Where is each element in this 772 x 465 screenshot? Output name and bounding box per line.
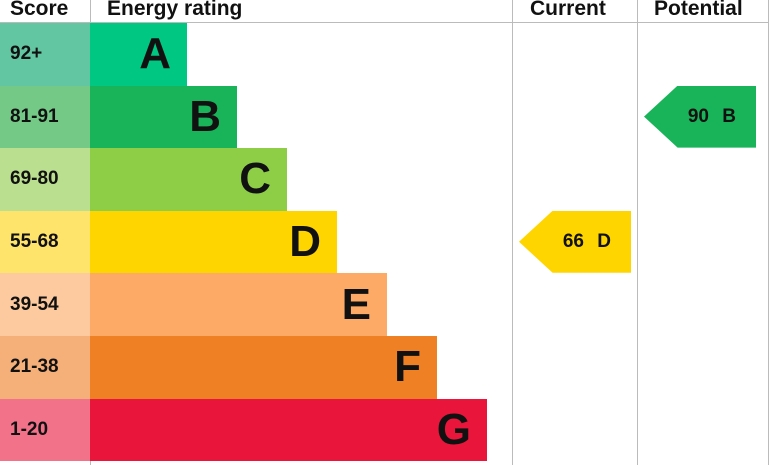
divider bbox=[512, 0, 513, 465]
rating-bar-g: G bbox=[90, 398, 487, 462]
rating-bar-f: F bbox=[90, 336, 437, 399]
score-cell-c: 69-80 bbox=[0, 148, 90, 211]
score-cell-f: 21-38 bbox=[0, 336, 90, 399]
header-divider bbox=[0, 22, 768, 23]
rating-bar-a: A bbox=[90, 23, 187, 86]
score-cell-b: 81-91 bbox=[0, 85, 90, 149]
current-rating-arrow: 66 D bbox=[519, 210, 631, 273]
divider bbox=[768, 0, 769, 465]
score-cell-e: 39-54 bbox=[0, 273, 90, 336]
divider bbox=[637, 0, 638, 465]
energy-rating-header: Energy rating bbox=[107, 0, 243, 20]
score-cell-d: 55-68 bbox=[0, 210, 90, 274]
current-header: Current bbox=[530, 0, 606, 20]
rating-bar-d: D bbox=[90, 210, 337, 274]
rating-bar-b: B bbox=[90, 85, 237, 149]
score-header: Score bbox=[10, 0, 69, 20]
potential-header: Potential bbox=[654, 0, 743, 20]
score-cell-g: 1-20 bbox=[0, 398, 90, 462]
score-cell-a: 92+ bbox=[0, 23, 90, 86]
potential-rating-arrow: 90 B bbox=[644, 85, 756, 148]
rating-bar-e: E bbox=[90, 273, 387, 336]
rating-bar-c: C bbox=[90, 148, 287, 211]
